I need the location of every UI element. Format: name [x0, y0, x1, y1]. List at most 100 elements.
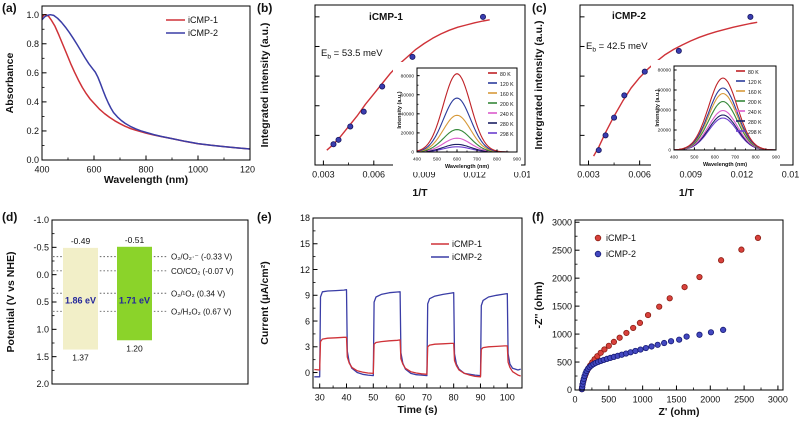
panel-title: iCMP-1	[369, 12, 403, 23]
x-tick-label: 400	[34, 165, 49, 175]
panel-c: 0.003 0.006 0.009 0.012 0.015 1/T Intergrated …	[530, 0, 799, 200]
y-tick-label: 0.0	[36, 270, 49, 280]
x-tick-label: 600	[453, 156, 461, 162]
legend-label: 120 K	[500, 82, 514, 88]
legend-marker-iCMP-1	[594, 234, 602, 242]
series-point-iCMP-1	[738, 246, 745, 253]
y-tick-label: 3	[305, 342, 310, 352]
series-fit	[592, 21, 758, 157]
y-tick-label: 0.8	[26, 39, 39, 49]
legend-label: 298 K	[748, 130, 762, 136]
y-tick-label: 0.5	[36, 297, 49, 307]
series-point-data	[747, 13, 754, 20]
y-tick-label: 20000	[401, 131, 415, 137]
y-tick-label: 0	[411, 150, 414, 156]
legend-label: 80 K	[748, 70, 759, 76]
panel-e-label: (e)	[257, 210, 272, 224]
series-point-iCMP-2	[637, 346, 644, 353]
series-fit	[326, 19, 490, 151]
series-point-data	[675, 47, 682, 54]
series-point-iCMP-1	[601, 346, 608, 353]
legend-label: iCMP-2	[606, 249, 636, 259]
series-point-iCMP-1	[630, 324, 637, 332]
panel-e-chart: 30 40 50 60 70 80 90 100 0 3 6 9 12 15 18 Time (s) Curre…	[259, 213, 523, 416]
y-tick-label: 6	[305, 316, 310, 326]
x-tick-label: 800	[493, 156, 501, 162]
legend-marker-iCMP-2	[594, 250, 602, 258]
y-tick-label: 80000	[401, 73, 415, 79]
series-point-iCMP-2	[707, 329, 715, 336]
series-point-iCMP-2	[661, 339, 668, 347]
series-point-data	[621, 92, 628, 99]
y-tick-label: 500	[557, 357, 572, 367]
series-point-iCMP-2	[654, 341, 661, 348]
x-tick-label: 1500	[666, 395, 686, 405]
y-tick-label: 0.2	[26, 126, 39, 136]
x-tick-label: 1000	[188, 165, 208, 175]
x-axis-label: 1/T	[412, 187, 428, 199]
x-tick-label: 70	[422, 393, 432, 403]
panel-d-chart: O₂/O₂·⁻ (-0.33 V) CO/CO₂ (-0.07 V) O₂/¹O₂ …	[5, 215, 249, 389]
x-tick-label: 0.015	[514, 170, 530, 180]
y-axis-label: Intensity (a.u.)	[655, 89, 661, 126]
y-tick-label: -1.0	[33, 215, 49, 225]
legend-label: 160 K	[500, 92, 514, 98]
legend-label: 280 K	[500, 122, 514, 128]
x-tick-label: 400	[413, 156, 421, 162]
x-tick-label: 2500	[734, 395, 754, 405]
y-tick-label: 40000	[401, 112, 415, 118]
y-axis-label: -Z'' (ohm)	[533, 282, 545, 329]
series-point-iCMP-1	[656, 303, 663, 310]
x-tick-label: 0	[572, 395, 577, 405]
panel-d-label: (d)	[2, 210, 18, 224]
x-tick-label: 500	[690, 154, 698, 160]
series-point-iCMP-1	[644, 311, 652, 319]
y-tick-label: 2000	[552, 273, 572, 283]
panel-f: 0 500 1000 1500 2000 2500 3000 0 500 1000 1500 2000…	[530, 200, 799, 424]
y-tick-label: 9	[305, 291, 310, 301]
series-point-iCMP-2	[696, 331, 703, 338]
legend-label: 80 K	[500, 72, 511, 78]
band-gap-label: 1.71 eV	[119, 295, 150, 305]
x-tick-label: 40	[341, 393, 351, 403]
band-edge-label: 1.37	[72, 353, 89, 363]
x-tick-label: 0.012	[463, 170, 486, 180]
series-iCMP-2	[41, 13, 251, 150]
x-tick-label: 80	[449, 393, 459, 403]
y-tick-label: 3000	[552, 217, 572, 227]
x-tick-label: 800	[752, 154, 760, 160]
x-axis-label: Wavelength (nm)	[445, 164, 489, 170]
panel-f-label: (f)	[532, 210, 544, 224]
inset-background	[393, 62, 521, 172]
x-axis-label: 1/T	[679, 187, 695, 199]
panel-f-chart: 0 500 1000 1500 2000 2500 3000 0 500 1000 1500 2000…	[533, 217, 788, 418]
panel-c-chart: 0.003 0.006 0.009 0.012 0.015 1/T Intergrated …	[533, 4, 799, 199]
y-tick-label: 12	[300, 265, 310, 275]
y-tick-label: 0.6	[26, 68, 39, 78]
y-tick-label: 18	[300, 213, 310, 223]
band-edge-label: 1.20	[126, 343, 143, 353]
series-point-iCMP-1	[754, 234, 762, 241]
y-axis-label: Current (μA/cm²)	[259, 261, 271, 344]
panel-b-chart: 0.003 0.006 0.009 0.012 0.015 1/T Integrated i…	[259, 4, 530, 199]
series-point-data	[409, 53, 416, 60]
panel-e: 30 40 50 60 70 80 90 100 0 3 6 9 12 15 18 Time (s) Curre…	[255, 200, 530, 424]
x-tick-label: 500	[433, 156, 441, 162]
y-tick-label: 0	[567, 385, 572, 395]
x-tick-label: 600	[86, 165, 101, 175]
band-edge-label: -0.49	[71, 236, 91, 246]
redox-label: O₂/O₂·⁻ (-0.33 V)	[171, 253, 232, 262]
x-tick-label: 1000	[633, 395, 653, 405]
series-point-iCMP-1	[610, 338, 617, 346]
series-point-iCMP-2	[648, 343, 655, 350]
band-edge-label: -0.51	[125, 235, 145, 245]
y-axis-label: Integrated intensity (a.u.)	[259, 23, 271, 148]
redox-label: O₂/H₂O₂ (0.67 V)	[171, 307, 232, 316]
y-tick-label: 1500	[552, 301, 572, 311]
x-tick-label: 100	[500, 393, 515, 403]
y-axis-label: Absorbance	[4, 53, 16, 114]
series-point-data	[335, 136, 342, 143]
x-tick-label: 90	[475, 393, 485, 403]
x-tick-label: 0.006	[363, 170, 386, 180]
